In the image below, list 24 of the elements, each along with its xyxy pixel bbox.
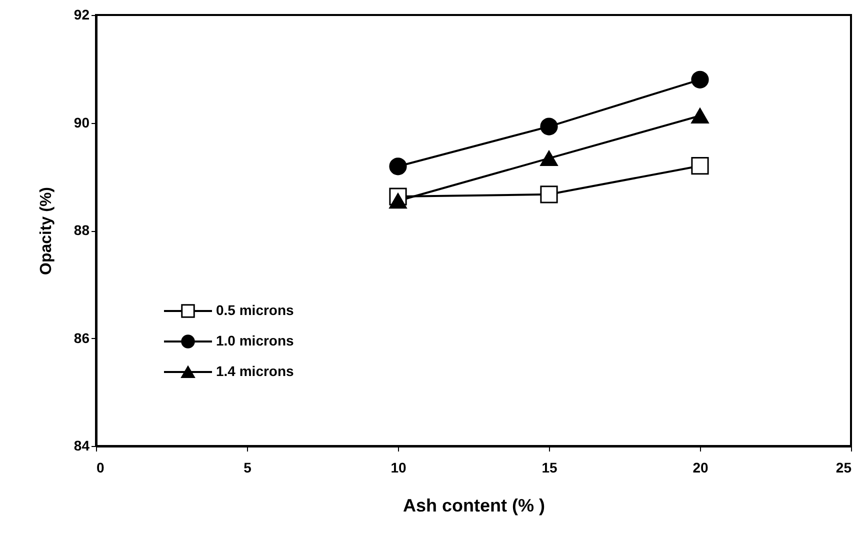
x-tick-label: 15 — [542, 460, 558, 476]
point — [389, 193, 407, 209]
legend-label: 1.0 microns — [216, 332, 294, 348]
x-tick-label: 5 — [244, 460, 252, 476]
x-tick-label: 20 — [692, 460, 708, 476]
y-tick-label: 88 — [74, 222, 90, 238]
point — [691, 70, 709, 88]
legend-label: 1.4 microns — [216, 363, 294, 379]
point — [540, 118, 558, 136]
x-tick-label: 10 — [390, 460, 406, 476]
point — [691, 108, 709, 124]
point — [540, 150, 558, 166]
x-tick-label: 25 — [836, 460, 852, 476]
y-axis-title: Opacity (%) — [38, 186, 55, 276]
point — [691, 157, 709, 175]
point — [540, 186, 558, 204]
legend-label: 0.5 microns — [216, 302, 294, 318]
x-tick-label: 0 — [96, 460, 104, 476]
y-tick-label: 84 — [74, 438, 90, 454]
y-tick-label: 90 — [74, 114, 90, 130]
x-axis-title: Ash content (% ) — [403, 496, 545, 516]
point — [389, 158, 407, 176]
y-tick-label: 92 — [74, 6, 90, 22]
y-tick-label: 86 — [74, 330, 90, 346]
